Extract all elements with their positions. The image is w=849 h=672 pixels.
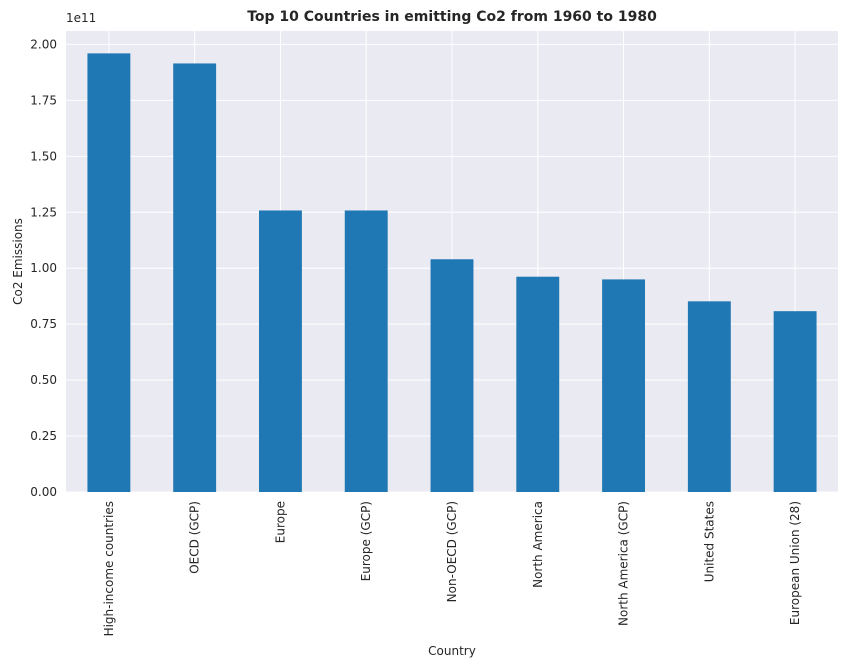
bar [173, 63, 217, 492]
y-axis-offset-text: 1e11 [66, 11, 96, 25]
bar [430, 259, 474, 492]
bar [516, 276, 560, 492]
x-tick-label: North America (GCP) [617, 501, 631, 626]
x-tick-label: Europe (GCP) [359, 501, 373, 581]
y-tick-label: 2.00 [30, 37, 57, 51]
x-tick-label: Europe [273, 501, 287, 543]
y-tick-label: 0.25 [30, 429, 57, 443]
y-tick-label: 1.50 [30, 149, 57, 163]
x-tick-label: European Union (28) [788, 501, 802, 625]
x-tick-label: High-income countries [102, 501, 116, 636]
y-axis-ticks: 0.00 0.25 0.50 0.75 1.00 1.25 1.50 1.75 2.00 [30, 37, 57, 499]
x-axis-label: Country [428, 644, 476, 658]
y-tick-label: 1.00 [30, 261, 57, 275]
bars [87, 53, 817, 493]
bar [687, 301, 731, 492]
y-tick-label: 1.75 [30, 93, 57, 107]
bar [87, 53, 131, 493]
bar [773, 311, 817, 492]
bar [344, 210, 388, 493]
y-tick-label: 0.50 [30, 373, 57, 387]
y-axis-label: Co2 Emissions [11, 218, 25, 305]
x-tick-label: United States [702, 501, 716, 582]
bar [602, 279, 645, 492]
y-tick-label: 0.00 [30, 485, 57, 499]
bar [259, 210, 302, 493]
x-axis-ticks: High-income countries OECD (GCP) Europe Eur… [102, 501, 802, 636]
x-tick-label: Non-OECD (GCP) [445, 501, 459, 602]
x-tick-label: North America [531, 501, 545, 588]
y-tick-label: 1.25 [30, 205, 57, 219]
chart-title: Top 10 Countries in emitting Co2 from 19… [247, 9, 657, 25]
x-tick-label: OECD (GCP) [188, 501, 202, 574]
y-tick-label: 0.75 [30, 317, 57, 331]
